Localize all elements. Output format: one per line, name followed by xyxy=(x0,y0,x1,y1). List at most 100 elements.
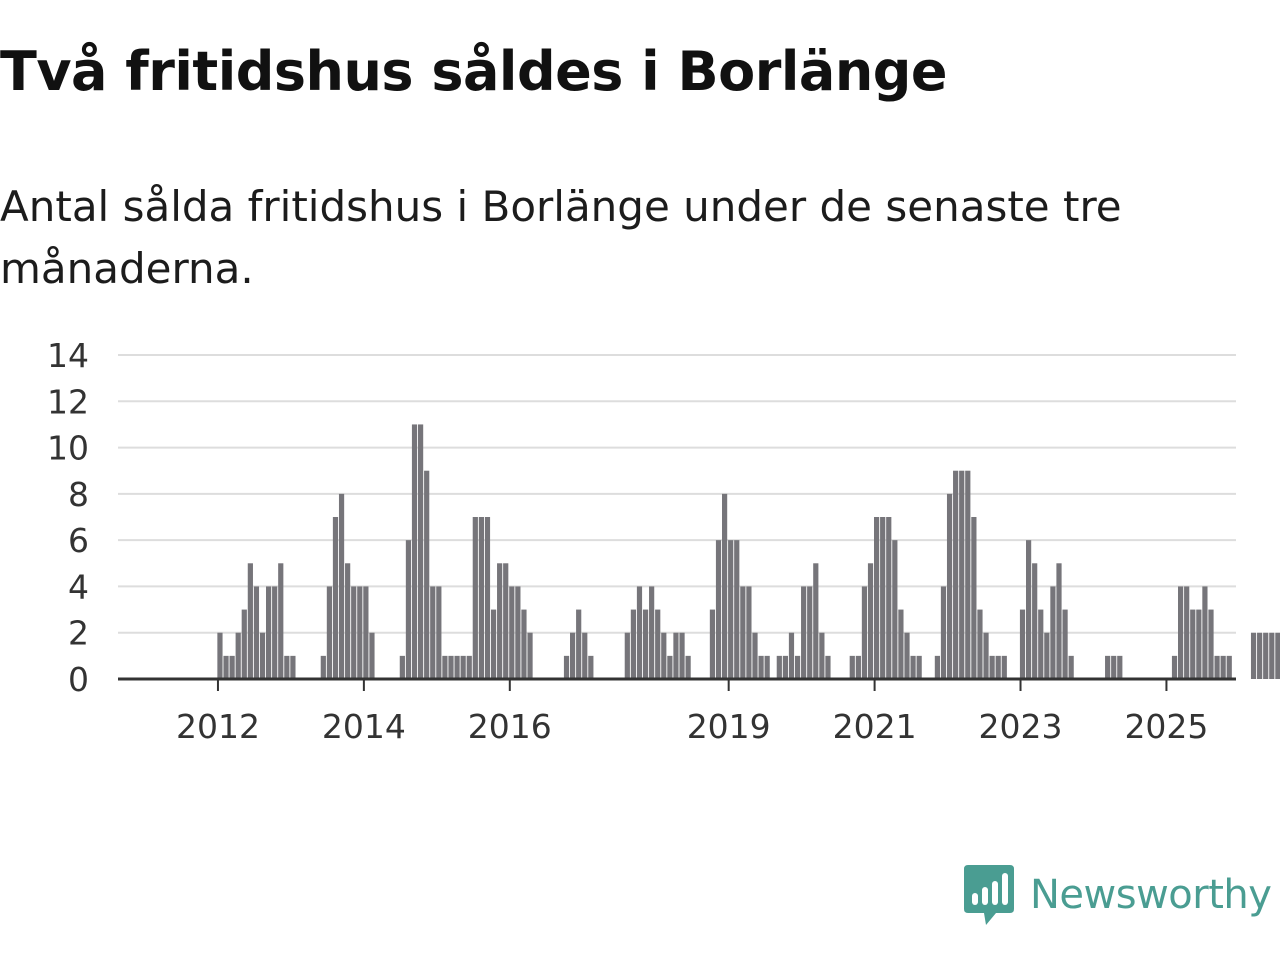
bar xyxy=(448,655,454,679)
bar xyxy=(509,586,515,679)
bar xyxy=(503,563,509,679)
bar xyxy=(934,655,940,679)
bar xyxy=(1178,586,1184,679)
bar xyxy=(746,586,752,679)
bar xyxy=(667,655,673,679)
bar xyxy=(1044,632,1050,679)
bar xyxy=(1226,655,1232,679)
bar xyxy=(1275,632,1280,679)
newsworthy-logo-icon xyxy=(964,865,1014,925)
y-tick-label: 14 xyxy=(47,336,89,375)
bar xyxy=(436,586,442,679)
bar xyxy=(1184,586,1190,679)
bar xyxy=(1196,609,1202,679)
bar xyxy=(813,563,819,679)
bar xyxy=(801,586,807,679)
bar xyxy=(685,655,691,679)
bar xyxy=(563,655,570,679)
y-axis-labels: 0 2 4 6 8 10 12 14 xyxy=(47,336,89,699)
bar xyxy=(284,655,290,679)
bar xyxy=(418,424,424,679)
bar xyxy=(247,563,253,679)
bar xyxy=(788,632,795,679)
bar xyxy=(424,470,430,679)
bar xyxy=(582,632,588,679)
bar xyxy=(272,586,278,679)
y-tick-label: 4 xyxy=(68,567,89,606)
bar xyxy=(977,609,983,679)
bar xyxy=(235,632,241,679)
bar xyxy=(1250,632,1257,679)
bar xyxy=(484,517,491,679)
bar xyxy=(399,655,405,679)
x-tick-label: 2016 xyxy=(468,707,552,746)
bar xyxy=(223,655,229,679)
bar xyxy=(290,655,296,679)
bar xyxy=(995,655,1001,679)
bar xyxy=(916,655,922,679)
bar xyxy=(338,493,345,679)
bar-chart: 0 2 4 6 8 10 12 14 2012 2014 2016 2019 2021 2023 2025… xyxy=(47,336,1280,746)
bars xyxy=(217,424,1280,679)
bar xyxy=(855,655,861,679)
bar xyxy=(880,517,886,679)
bar xyxy=(904,632,910,679)
bar xyxy=(874,517,880,679)
bar xyxy=(661,632,667,679)
bar xyxy=(722,493,728,679)
bar xyxy=(326,586,332,679)
y-tick-label: 10 xyxy=(47,429,89,468)
bar xyxy=(630,609,636,679)
bar xyxy=(940,586,947,679)
bar xyxy=(649,586,655,679)
bar xyxy=(728,540,734,679)
bar xyxy=(351,586,357,679)
bar xyxy=(1214,655,1220,679)
bar xyxy=(642,609,649,679)
bar xyxy=(472,517,478,679)
bar xyxy=(1171,655,1178,679)
bar xyxy=(570,632,576,679)
bar xyxy=(497,563,503,679)
bar xyxy=(1208,609,1214,679)
bar xyxy=(278,563,284,679)
bar xyxy=(764,655,770,679)
bar xyxy=(576,609,582,679)
bar xyxy=(460,655,466,679)
grid-lines xyxy=(118,354,1236,634)
bar xyxy=(490,609,497,679)
bar xyxy=(405,540,412,679)
y-tick-label: 8 xyxy=(68,475,89,514)
bar xyxy=(1269,632,1275,679)
newsworthy-logo: Newsworthy xyxy=(962,862,1272,928)
bar xyxy=(478,517,484,679)
bar xyxy=(1190,609,1196,679)
bar xyxy=(782,655,788,679)
bar xyxy=(989,655,995,679)
bar xyxy=(965,470,971,679)
bar xyxy=(1056,563,1062,679)
bar xyxy=(369,632,375,679)
bar xyxy=(953,470,959,679)
bar xyxy=(734,540,740,679)
bar xyxy=(1111,655,1117,679)
y-tick-label: 0 xyxy=(68,660,89,699)
bar xyxy=(345,563,351,679)
x-axis-labels: 2012 2014 2016 2019 2021 2023 2025 xyxy=(176,679,1208,746)
bar xyxy=(752,632,758,679)
bar xyxy=(357,586,363,679)
bar xyxy=(454,655,460,679)
bar xyxy=(679,632,685,679)
bar xyxy=(971,517,977,679)
bar xyxy=(709,609,716,679)
bar xyxy=(655,609,661,679)
bar xyxy=(1038,609,1044,679)
chart-title: Två fritidshus såldes i Borlänge xyxy=(0,40,948,103)
bar xyxy=(241,609,247,679)
bar xyxy=(430,586,436,679)
bar xyxy=(1068,655,1074,679)
bar xyxy=(229,655,235,679)
bar xyxy=(411,424,418,679)
bar xyxy=(983,632,989,679)
bar xyxy=(861,586,868,679)
